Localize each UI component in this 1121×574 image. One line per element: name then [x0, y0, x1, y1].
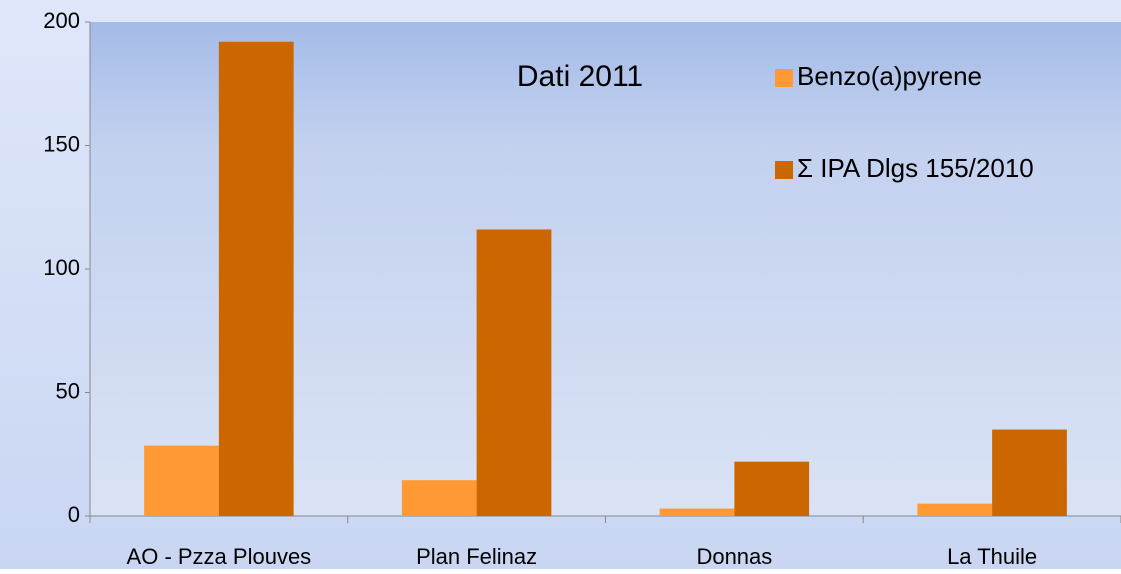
- x-tick-label: Donnas: [696, 544, 772, 569]
- bar: [144, 445, 219, 516]
- x-tick-label: AO - Pzza Plouves: [127, 544, 312, 569]
- bar: [992, 429, 1067, 516]
- legend-label: Σ IPA Dlgs 155/2010: [797, 153, 1034, 183]
- chart-title: Dati 2011: [517, 60, 643, 93]
- x-tick-label: Plan Felinaz: [416, 544, 537, 569]
- bar: [917, 503, 993, 516]
- y-tick-label: 50: [56, 378, 80, 403]
- y-tick-label: 150: [43, 131, 80, 156]
- legend-swatch: [775, 161, 793, 179]
- bar: [476, 229, 552, 517]
- legend-swatch: [775, 69, 793, 87]
- bar: [401, 480, 477, 516]
- x-tick-label: La Thuile: [947, 544, 1037, 569]
- y-tick-label: 100: [43, 255, 80, 280]
- bar: [734, 461, 810, 516]
- legend-label: Benzo(a)pyrene: [797, 61, 982, 91]
- y-tick-label: 200: [43, 8, 80, 33]
- bar: [659, 508, 735, 516]
- y-tick-label: 0: [68, 502, 80, 527]
- bar: [218, 41, 294, 516]
